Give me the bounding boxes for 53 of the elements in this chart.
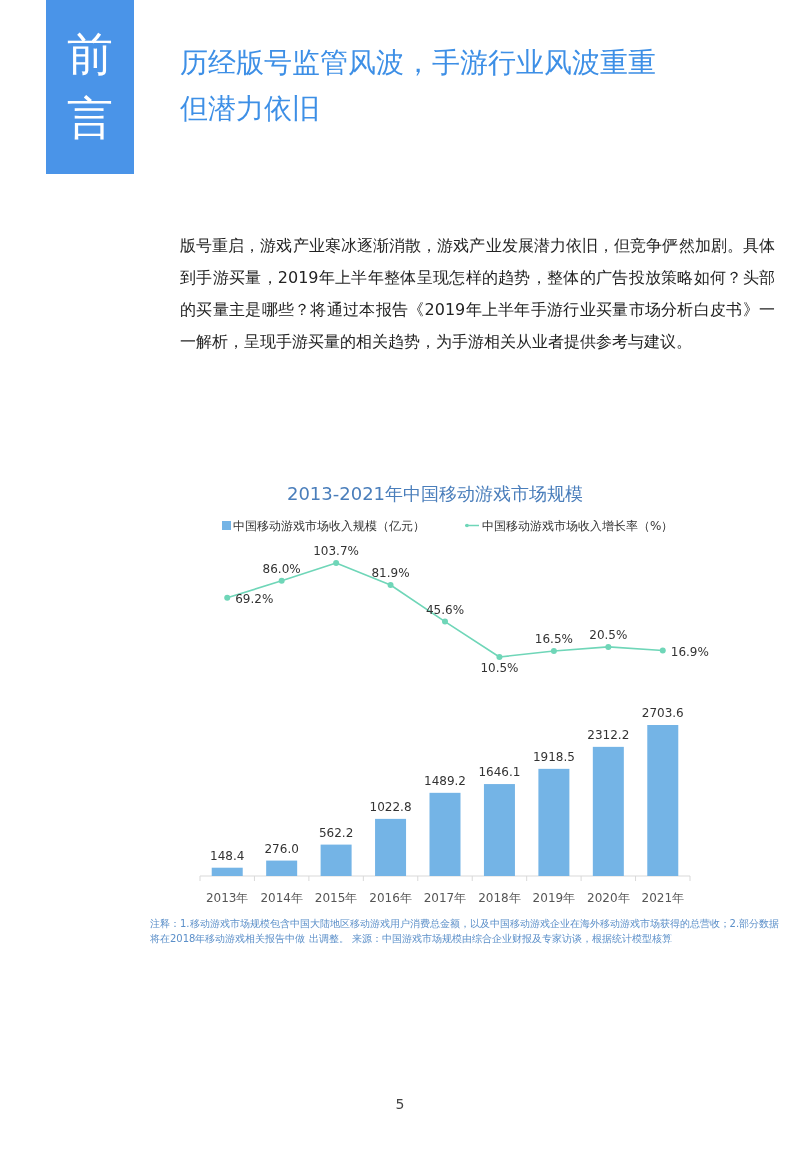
bar — [375, 818, 407, 876]
data-label: 148.4 — [210, 848, 245, 863]
bar — [266, 860, 298, 876]
data-label: 1918.5 — [532, 749, 575, 764]
x-tick-label: 2020年 — [587, 891, 630, 905]
legend-label: 中国移动游戏市场收入规模（亿元） — [233, 519, 425, 533]
x-tick-label: 2016年 — [369, 891, 412, 905]
bar — [211, 867, 243, 876]
x-tick-label: 2014年 — [260, 891, 303, 905]
x-tick-label: 2019年 — [532, 891, 576, 905]
data-label: 45.6% — [425, 602, 465, 617]
data-label: 16.5% — [534, 631, 573, 646]
data-label: 10.5% — [480, 661, 519, 675]
bar — [483, 784, 515, 876]
data-label: 86.0% — [262, 561, 301, 576]
data-label: 81.9% — [371, 565, 410, 580]
point — [659, 647, 666, 654]
text: 注释：1.移动游戏市场规模包含中国大陆地区移动游戏用户消费总金额，以及中国移动游戏企业在海外移动游戏市场获得的总营收；2.部分数据将在2018年移动游戏相关报告中做 出调整。 来源：中国游戏市场规模由综合企业财报及专家访谈，根据统计模型核算 — [150, 917, 780, 946]
x-tick-label: 2013年 — [205, 891, 249, 905]
x-tick-label: 2021年 — [641, 891, 685, 905]
data-label: 1022.8 — [369, 799, 412, 814]
bar — [538, 768, 570, 876]
point — [550, 647, 557, 654]
x-tick-label: 2017年 — [423, 891, 467, 905]
data-label: 69.2% — [235, 591, 274, 606]
data-label: 16.9% — [670, 644, 709, 659]
data-label: 1489.2 — [424, 773, 466, 788]
legend-label: 中国移动游戏市场收入增长率（%） — [482, 519, 674, 533]
data-label: 2703.6 — [641, 706, 684, 720]
data-label: 1646.1 — [478, 765, 521, 780]
x-tick-label: 2015年 — [314, 891, 358, 905]
data-label: 276.0 — [264, 841, 299, 856]
point — [278, 577, 285, 584]
point — [387, 581, 394, 588]
data-label: 562.2 — [318, 825, 354, 840]
point — [333, 560, 340, 566]
bar — [429, 792, 461, 876]
point — [224, 594, 231, 601]
x-tick-label: 2018年 — [478, 891, 521, 905]
text: 版号重启，游戏产业寒冰逐渐消散，游戏产业发展潜力依旧，但竞争俨然加剧。具体到手游买量，2019年上半年整体呈现怎样的趋势，整体的广告投放策略如何？头部的买量主是哪些？将通过本报告《2019年上半年手游行业买量市场分析白皮书》一一解析，呈现手游买量的相关趋势，为手游相关从业者提供参考与建议。 — [180, 235, 775, 353]
data-label: 2312.2 — [587, 727, 630, 742]
data-label: 103.7% — [313, 544, 359, 558]
text: 历经版号监管风波，手游行业风波重重但潜力依旧 — [180, 45, 657, 127]
data-label: 20.5% — [589, 627, 628, 642]
text: 前言 — [46, 0, 134, 174]
point — [442, 618, 448, 625]
text: 5 — [394, 1096, 406, 1112]
chart-title: 2013-2021年中国移动游戏市场规模 — [286, 483, 584, 504]
bar — [592, 746, 624, 876]
bar — [647, 725, 679, 876]
point — [605, 643, 612, 650]
point — [496, 654, 503, 660]
bar — [320, 844, 352, 876]
